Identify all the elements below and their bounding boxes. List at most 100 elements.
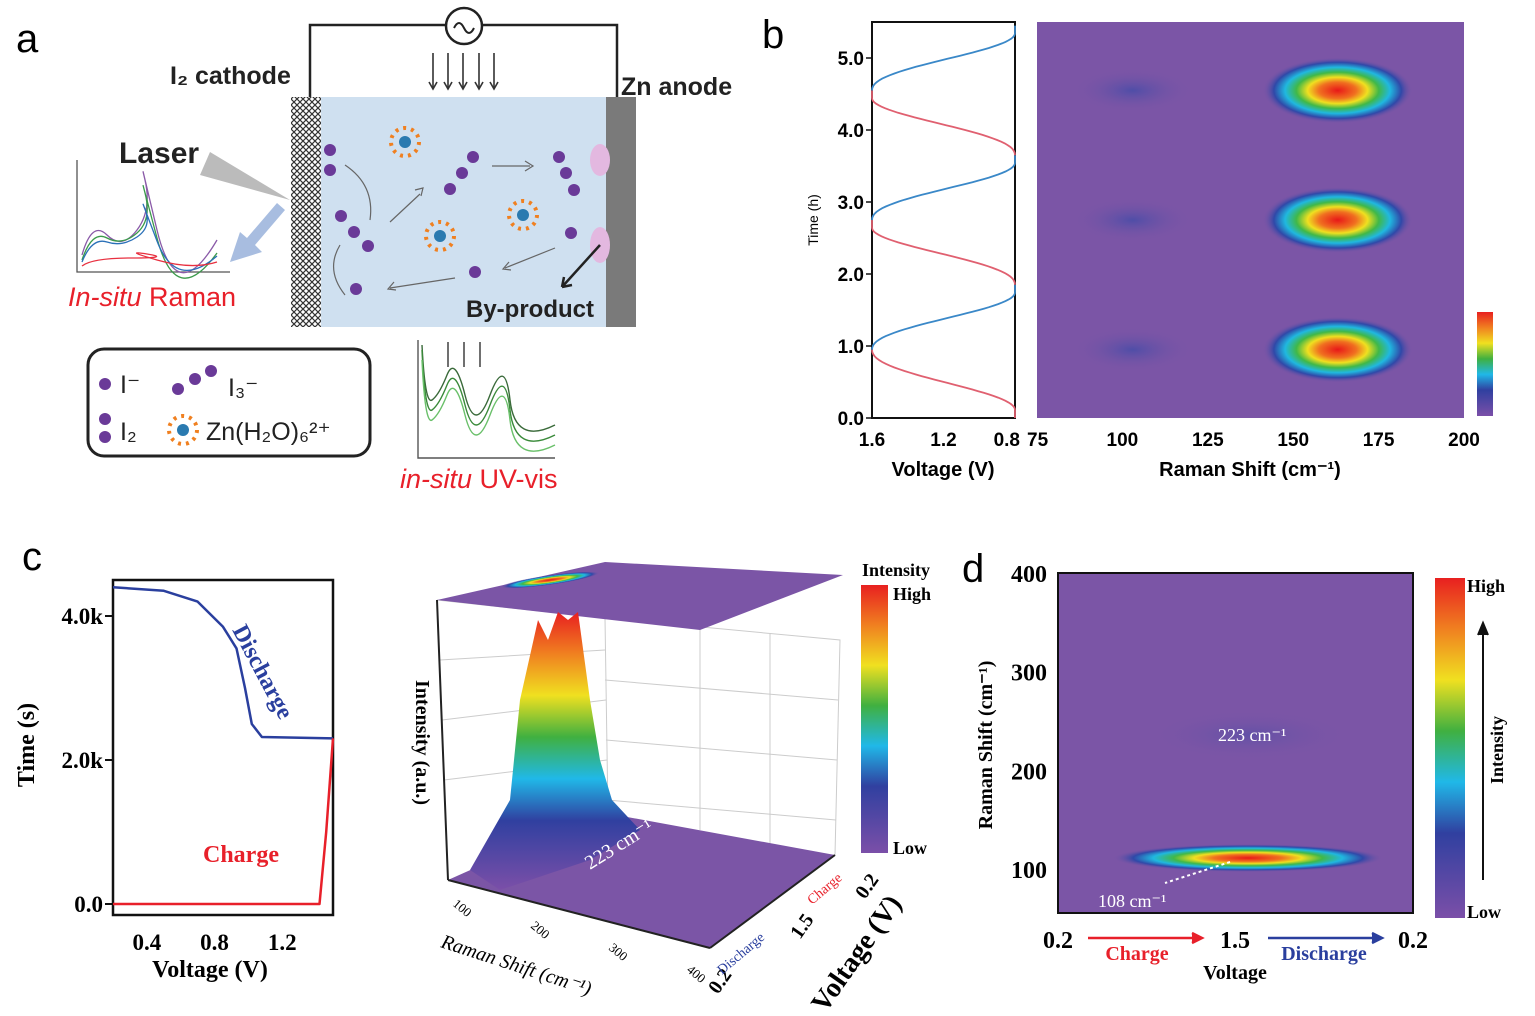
charge-arrow-icon: [1088, 931, 1205, 945]
charge-segment: Charge: [805, 871, 845, 908]
discharge-curve: [871, 349, 1016, 418]
discharge-curve: [112, 585, 334, 740]
colorbar-high: High: [893, 584, 931, 604]
raman-peak-surface: [470, 612, 640, 890]
y-tick-label: 0.0: [74, 892, 103, 917]
d-axis-ticks: 100 200 300 400 0.2 1.5 0.2: [1011, 562, 1428, 954]
time-axis-label: Time (h): [805, 194, 821, 246]
y-tick-label: 4.0: [838, 121, 864, 142]
light-arrows-icon: [428, 53, 499, 91]
panel-d: d 223 cm⁻¹ 108 cm⁻¹ 100 200 300 400 0.2 1.5 0.…: [962, 547, 1507, 984]
cathode-mesh: [291, 97, 321, 327]
x-tick-label: 1.2: [930, 430, 956, 451]
annotation-108: 108 cm⁻¹: [1098, 891, 1166, 911]
voltage-plot-frame: [871, 21, 1016, 419]
panel-label-d: d: [962, 547, 984, 591]
time-axis-label: Time (s): [14, 703, 40, 787]
colorbar: [1477, 312, 1493, 416]
colorbar: [1435, 578, 1465, 918]
panel-c: c 0.02.0k4.0k0.4 0.8 1.2 Discharge Charge …: [14, 535, 931, 1016]
colorbar-low: Low: [1467, 902, 1501, 922]
x-tick-label: 150: [1277, 430, 1309, 451]
y-tick-label: 0.0: [838, 409, 864, 430]
x-tick-label: 175: [1363, 430, 1395, 451]
x-tick-label: 0.2: [1043, 928, 1073, 954]
discharge-arrow-icon: [1268, 931, 1385, 945]
y-tick-label: 2.0k: [61, 748, 103, 773]
heatmap-peak: [1262, 316, 1413, 383]
projection-plane: [437, 562, 843, 630]
voltage-curves: [871, 25, 1016, 418]
heatmap-peak: [1262, 187, 1413, 253]
voltage-axis-label: Voltage (V): [805, 890, 908, 1016]
x-tick-label: 0.4: [132, 930, 161, 955]
intensity-axis-label: Intensity (a.u.): [411, 680, 433, 805]
charge-curve: [871, 284, 1016, 350]
legend-triiodide: I₃⁻: [228, 374, 258, 402]
discharge-segment: Discharge: [1281, 943, 1367, 965]
raman-axis-label: Raman Shift (cm⁻¹): [975, 661, 997, 830]
heatmap-peak-108: [1113, 844, 1383, 872]
legend-iodide: I⁻: [120, 371, 140, 399]
y-tick-label: 300: [1011, 661, 1047, 687]
byproduct-label: By-product: [466, 296, 594, 323]
zn-anode: [606, 97, 636, 327]
intensity-arrow-icon: [1477, 620, 1489, 880]
heatmap-peak: [1262, 57, 1413, 124]
charge-curve: [871, 155, 1016, 221]
x-tick-label: 125: [1192, 430, 1224, 451]
cell-species: [324, 144, 580, 295]
x-tick-label: 0.2: [1398, 928, 1428, 954]
colorbar-title: Intensity: [862, 560, 930, 580]
y-tick-label: 5.0: [838, 49, 864, 70]
uvvis-title: in-situ UV-vis: [400, 464, 558, 494]
x-tick-label: 0.8: [200, 930, 229, 955]
profile-axis-ticks: 0.0 2.0k 4.0k 0.4 0.8 1.2: [61, 604, 296, 955]
zinc-complex-icons: [389, 126, 539, 252]
y-tick-label: 1.0: [838, 337, 864, 358]
profile-curves: [112, 585, 335, 906]
colorbar-title: Intensity: [1487, 716, 1507, 784]
species-legend: [86, 347, 372, 458]
x-tick-label: 100: [450, 896, 475, 920]
panel-label-a: a: [16, 17, 39, 61]
x-tick-label: 0.8: [994, 430, 1020, 451]
colorbar-low: Low: [893, 838, 927, 858]
x-tick-label: 1.2: [268, 930, 297, 955]
voltage-axis-label: Voltage (V): [152, 957, 268, 983]
discharge-curve: [871, 90, 1016, 156]
raman-axis-label: Raman Shift (cm⁻¹): [438, 931, 595, 1001]
voltage-axis-label: Voltage: [1203, 962, 1267, 984]
y-tick-label: 400: [1011, 562, 1047, 588]
heatmap-peak: [1072, 68, 1193, 113]
laser-beam: [200, 152, 290, 200]
flow-arrows: [333, 160, 556, 296]
anode-label: Zn anode: [621, 73, 732, 101]
heatmap-band-223: [1150, 710, 1350, 760]
y-tick-label: 200: [1011, 759, 1047, 785]
charge-label: Charge: [203, 842, 279, 868]
y-tick-label: 4.0k: [61, 604, 103, 629]
colorbar-high: High: [1467, 576, 1505, 596]
legend-glyphs: [99, 365, 217, 446]
panel-a: a I₂ cathode Zn anode Laser In-situ Rama…: [16, 6, 732, 494]
laser-label: Laser: [119, 137, 199, 170]
projected-peak: [500, 571, 600, 589]
discharge-curve: [871, 220, 1016, 285]
electrolyte-cell: [321, 97, 606, 327]
panel-label-b: b: [762, 13, 784, 57]
charge-curve: [871, 25, 1016, 91]
voltage-axis-label: Voltage (V): [892, 459, 995, 481]
x-tick-label: 1.6: [859, 430, 885, 451]
y-tick-label: 100: [1011, 858, 1047, 884]
byproduct-arrow-icon: [560, 244, 601, 289]
uvvis-spectra-inset: [417, 340, 556, 459]
heatmap-peak: [1072, 198, 1193, 242]
legend-zinc: Zn(H₂O)₆²⁺: [206, 418, 331, 446]
cathode-label: I₂ cathode: [170, 62, 291, 90]
raman-axis-ticks: 75 100 125 150 175 200: [1027, 430, 1480, 451]
annotation-arrow-icon: [1164, 861, 1231, 884]
y-tick-label: 2.0: [838, 265, 864, 286]
panel-b: b 0.01.02.03.04.05.0 1.6 1.2 0.8 Time (h) …: [762, 13, 1493, 481]
